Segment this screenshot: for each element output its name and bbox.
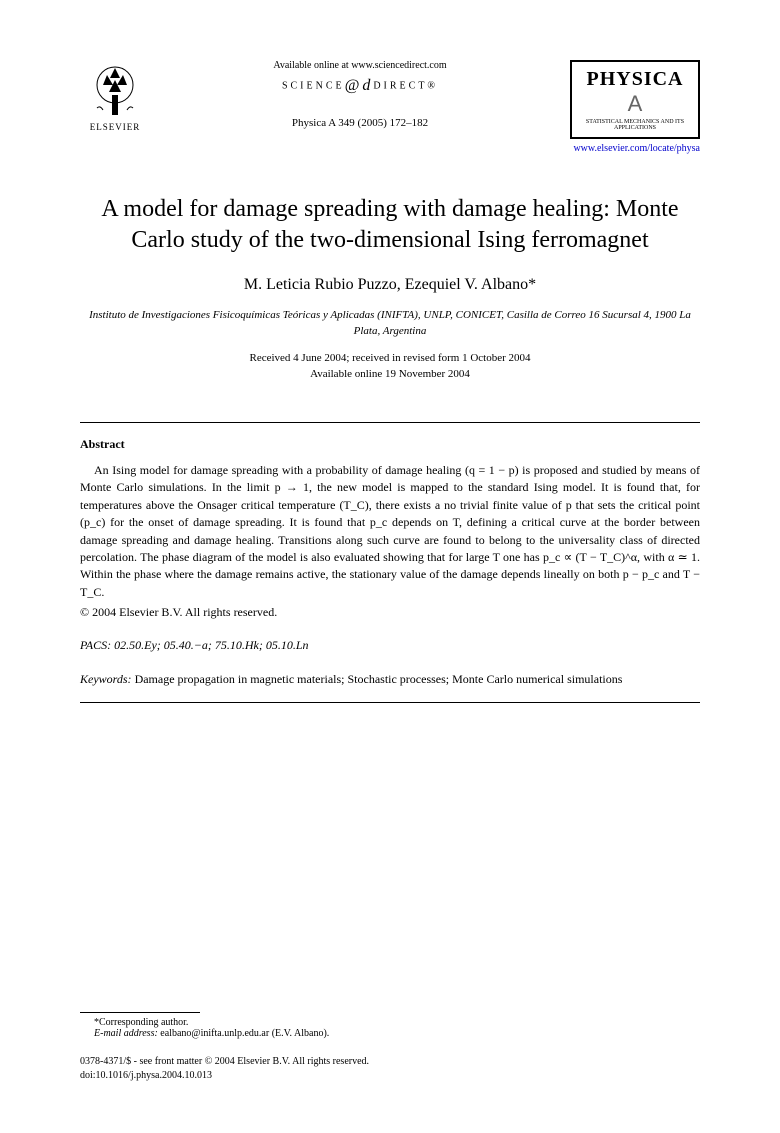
footnote-rule [80, 1012, 200, 1013]
affiliation: Instituto de Investigaciones Fisicoquími… [80, 308, 700, 339]
divider-bottom [80, 702, 700, 703]
pacs-label: PACS: [80, 638, 111, 652]
elsevier-label: ELSEVIER [90, 122, 141, 132]
available-online-text: Available online at www.sciencedirect.co… [170, 60, 550, 71]
keywords-label: Keywords: [80, 672, 132, 686]
footer-info: 0378-4371/$ - see front matter © 2004 El… [80, 1055, 700, 1083]
authors: M. Leticia Rubio Puzzo, Ezequiel V. Alba… [80, 276, 700, 294]
dates: Received 4 June 2004; received in revise… [80, 351, 700, 382]
email-line: E-mail address: ealbano@inifta.unlp.edu.… [80, 1028, 700, 1039]
front-matter: 0378-4371/$ - see front matter © 2004 El… [80, 1055, 700, 1069]
abstract-heading: Abstract [80, 437, 700, 452]
physica-a-label: A [628, 91, 643, 116]
journal-reference: Physica A 349 (2005) 172–182 [170, 117, 550, 129]
abstract-body: An Ising model for damage spreading with… [80, 462, 700, 601]
sd-d-icon: @d [345, 77, 374, 94]
elsevier-tree-icon [85, 60, 145, 120]
sd-left: SCIENCE [282, 80, 345, 91]
email-address: ealbano@inifta.unlp.edu.ar (E.V. Albano)… [160, 1028, 329, 1039]
keywords-line: Keywords: Damage propagation in magnetic… [80, 671, 700, 688]
pacs-codes: 02.50.Ey; 05.40.−a; 75.10.Hk; 05.10.Ln [114, 638, 308, 652]
elsevier-logo: ELSEVIER [80, 60, 150, 132]
sciencedirect-logo: SCIENCE@dDIRECT® [282, 77, 438, 95]
header-right: PHYSICA A STATISTICAL MECHANICS AND ITS … [570, 60, 700, 154]
keywords-text: Damage propagation in magnetic materials… [135, 672, 623, 686]
footer: *Corresponding author. E-mail address: e… [80, 1012, 700, 1083]
dates-received: Received 4 June 2004; received in revise… [80, 351, 700, 366]
journal-link[interactable]: www.elsevier.com/locate/physa [573, 143, 700, 154]
physica-label: PHYSICA [586, 68, 683, 90]
dates-online: Available online 19 November 2004 [80, 367, 700, 382]
physica-subtitle: STATISTICAL MECHANICS AND ITS APPLICATIO… [582, 119, 688, 131]
divider-top [80, 422, 700, 423]
doi: doi:10.1016/j.physa.2004.10.013 [80, 1069, 700, 1083]
physica-journal-box: PHYSICA A STATISTICAL MECHANICS AND ITS … [570, 60, 700, 139]
pacs-line: PACS: 02.50.Ey; 05.40.−a; 75.10.Hk; 05.1… [80, 638, 700, 653]
email-label: E-mail address: [94, 1028, 158, 1039]
sd-right: DIRECT® [373, 80, 438, 91]
abstract-copyright: © 2004 Elsevier B.V. All rights reserved… [80, 605, 700, 620]
paper-title: A model for damage spreading with damage… [80, 194, 700, 256]
header-row: ELSEVIER Available online at www.science… [80, 60, 700, 154]
header-center: Available online at www.sciencedirect.co… [150, 60, 570, 129]
corresponding-author: *Corresponding author. [80, 1017, 700, 1028]
